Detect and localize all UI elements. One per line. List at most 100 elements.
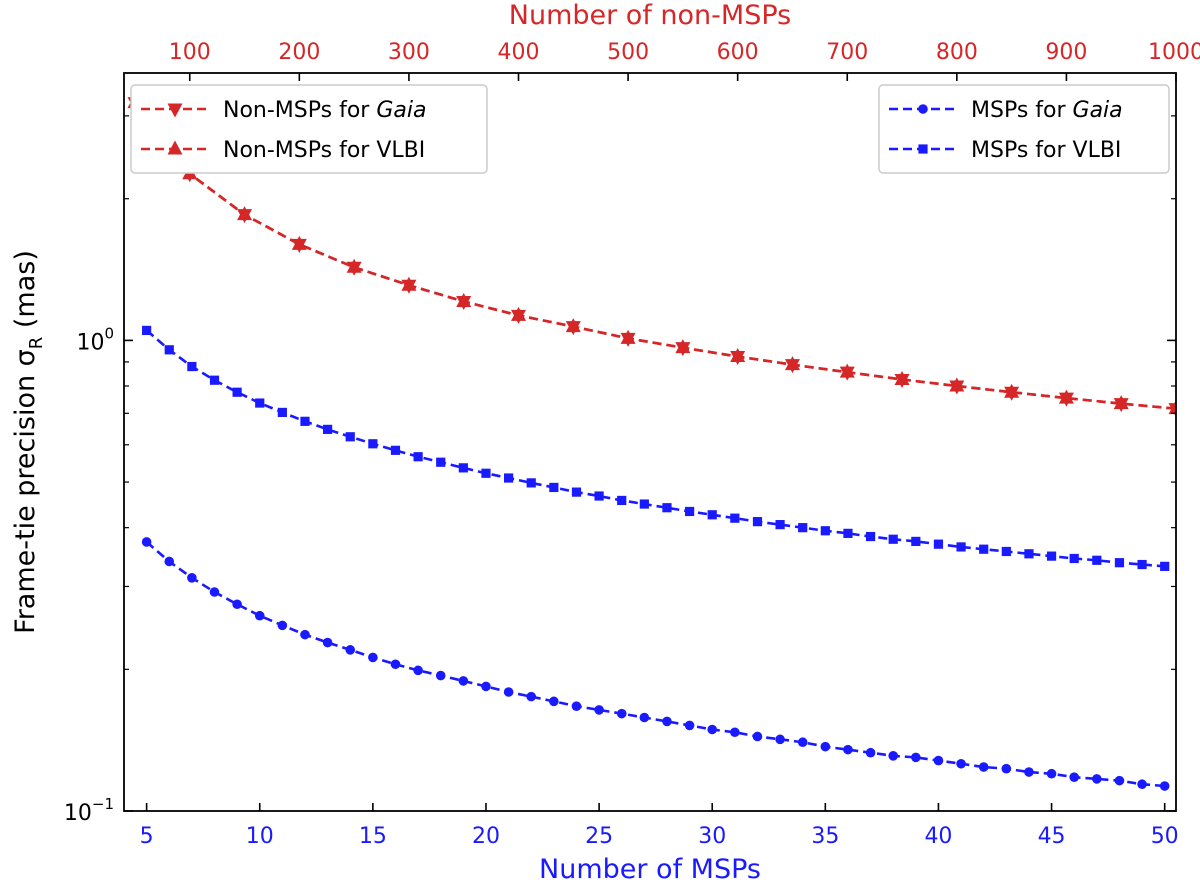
plot-frame [123,72,1177,812]
data-point [730,727,740,738]
data-point [707,510,717,520]
data-point [571,487,582,497]
data-point [209,587,220,597]
data-point [277,620,288,631]
data-point [662,716,672,727]
data-point [209,375,220,385]
axes: 5 10 15 20 25 30 35 40 45 50 100 200 300 400 500 600 700… [10,0,1200,883]
data-point [413,665,423,676]
data-point [565,318,581,333]
data-point [141,537,152,547]
data-point [481,468,491,478]
data-point [164,556,175,567]
data-point [684,506,695,517]
data-point [639,712,650,723]
data-point [1113,395,1129,410]
data-point [594,705,604,715]
bottom-tick-label: 45 [1038,824,1066,849]
data-point [684,720,695,731]
top-tick-label: 800 [936,40,978,65]
bottom-tick-label: 20 [472,824,500,849]
legend-upper-right: MSPs for Gaia MSPs for VLBI [878,84,1170,174]
legend-box [878,84,1170,174]
top-tick-label: 300 [388,40,430,65]
top-tick-label: 400 [498,40,540,65]
data-point [956,758,966,769]
data-point [549,696,559,707]
data-point [254,610,265,621]
data-point [639,499,649,509]
data-point [456,292,472,307]
data-point [1001,546,1011,557]
data-point [549,482,559,493]
data-point [888,534,898,544]
data-point [571,701,582,711]
series-layer [127,94,1176,791]
data-point [933,755,944,766]
data-point [1058,389,1074,404]
legend-label: MSPs for Gaia [971,98,1123,123]
data-point [458,676,469,686]
data-point [839,363,855,378]
data-point [1024,549,1034,559]
data-point [368,652,378,663]
data-point [435,670,446,681]
legend-marker [167,140,183,155]
data-point [277,407,287,418]
data-point [911,752,921,763]
legend-label: MSPs for VLBI [971,138,1121,163]
data-point [956,542,966,552]
bottom-tick-label: 35 [811,824,839,849]
data-point [322,637,333,648]
data-point [820,741,831,752]
data-point [413,452,423,462]
legend-marker [918,144,928,154]
legend-marker [167,103,183,118]
data-point [401,276,417,291]
data-point [300,629,310,640]
data-point [526,691,537,702]
data-point [865,747,876,758]
bottom-tick-label: 40 [924,824,952,849]
data-point [526,478,536,488]
data-point [843,744,853,755]
data-point [481,681,491,692]
data-point [436,457,446,467]
data-point [1114,558,1125,568]
top-tick-label: 700 [826,40,868,65]
data-point [784,356,800,371]
data-point [1069,553,1079,564]
top-axis-title: Number of non-MSPs [509,0,791,31]
top-tick-label: 200 [278,40,320,65]
data-point [620,329,636,344]
data-point [390,659,401,670]
data-point [707,724,718,735]
data-point [617,495,627,506]
legend-box [130,84,488,174]
data-point [1092,774,1102,784]
data-point [1046,768,1057,779]
data-point [390,445,401,455]
bottom-tick-label: 15 [359,824,387,849]
series-line [145,329,1165,568]
series-msps-for-vlbi [142,325,1170,571]
data-point [1160,561,1170,571]
data-point [730,348,746,363]
series-msps-for-gaia [141,537,1170,791]
data-point [675,339,691,354]
data-point [511,306,526,321]
top-tick-label: 1000 [1148,40,1200,65]
data-point [255,398,265,408]
data-point [504,473,514,483]
bottom-tick-label: 30 [698,824,726,849]
data-point [865,531,876,542]
series-line [133,101,1176,410]
data-point [894,370,910,385]
data-point [232,387,242,397]
data-point [1137,779,1147,790]
bottom-tick-label: 5 [140,824,154,849]
data-point [797,737,808,748]
bottom-tick-label: 25 [585,824,613,849]
data-point [798,523,808,533]
